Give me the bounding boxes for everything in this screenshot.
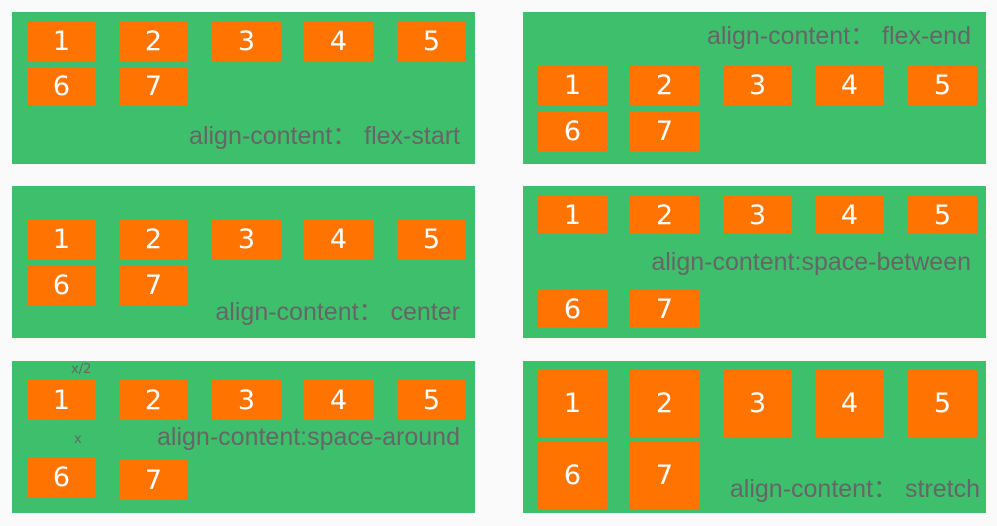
flex-item-3: 3	[212, 22, 281, 61]
panel-center: 1 2 3 4 5 6 7 align-content： center	[12, 186, 475, 338]
flex-item-3: 3	[723, 370, 792, 437]
flex-item-6: 6	[27, 67, 96, 106]
flex-item-2: 2	[630, 196, 699, 234]
flex-item-7: 7	[630, 112, 699, 151]
flex-item-7: 7	[630, 290, 699, 328]
flex-item-2: 2	[119, 220, 188, 259]
align-content-label: align-content： center	[215, 298, 460, 326]
flex-item-5: 5	[397, 22, 466, 61]
flex-item-6: 6	[27, 266, 96, 305]
align-content-label: align-content:space-between	[651, 248, 971, 276]
spacing-annotation: x	[74, 432, 82, 447]
align-content-label: align-content:space-around	[157, 423, 460, 451]
panel-stretch: 1 2 3 4 5 6 7 align-content： stretch	[523, 361, 986, 513]
flex-item-2: 2	[119, 380, 188, 420]
flex-item-5: 5	[397, 380, 466, 420]
flex-item-1: 1	[538, 196, 607, 234]
flex-item-2: 2	[630, 66, 699, 105]
align-content-label: align-content： stretch	[729, 475, 980, 503]
flex-item-1: 1	[27, 220, 96, 259]
flex-item-1: 1	[27, 380, 96, 420]
align-content-label: align-content： flex-start	[189, 122, 460, 150]
flex-item-6: 6	[538, 112, 607, 151]
flex-item-3: 3	[212, 220, 281, 259]
flex-item-4: 4	[815, 370, 884, 437]
flex-item-7: 7	[119, 266, 188, 305]
flex-item-6: 6	[538, 442, 607, 509]
flex-item-2: 2	[119, 22, 188, 61]
spacing-annotation: x/2	[71, 362, 92, 377]
panel-flex-end: 1 2 3 4 5 6 7 align-content： flex-end	[523, 12, 986, 164]
flex-item-6: 6	[27, 457, 96, 497]
flex-item-1: 1	[538, 66, 607, 105]
flex-item-3: 3	[723, 66, 792, 105]
flex-item-4: 4	[815, 196, 884, 234]
flex-item-7: 7	[119, 460, 188, 500]
flex-item-2: 2	[630, 370, 699, 437]
flex-item-5: 5	[908, 196, 977, 234]
flex-item-3: 3	[723, 196, 792, 234]
flex-item-1: 1	[538, 370, 607, 437]
flex-item-5: 5	[908, 66, 977, 105]
flex-item-4: 4	[304, 22, 373, 61]
flex-item-7: 7	[119, 67, 188, 106]
panel-flex-start: 1 2 3 4 5 6 7 align-content： flex-start	[12, 12, 475, 164]
flex-item-4: 4	[815, 66, 884, 105]
flex-item-5: 5	[908, 370, 977, 437]
align-content-label: align-content： flex-end	[706, 22, 971, 50]
flex-item-1: 1	[27, 22, 96, 61]
panel-space-around: 1 2 3 4 5 6 7 align-content:space-around x/2 x	[12, 361, 475, 513]
flex-item-3: 3	[212, 380, 281, 420]
flex-item-7: 7	[630, 442, 699, 509]
panel-space-between: 1 2 3 4 5 6 7 align-content:space-between	[523, 186, 986, 338]
flex-item-5: 5	[397, 220, 466, 259]
flex-item-4: 4	[304, 380, 373, 420]
flex-item-6: 6	[538, 290, 607, 328]
flex-item-4: 4	[304, 220, 373, 259]
